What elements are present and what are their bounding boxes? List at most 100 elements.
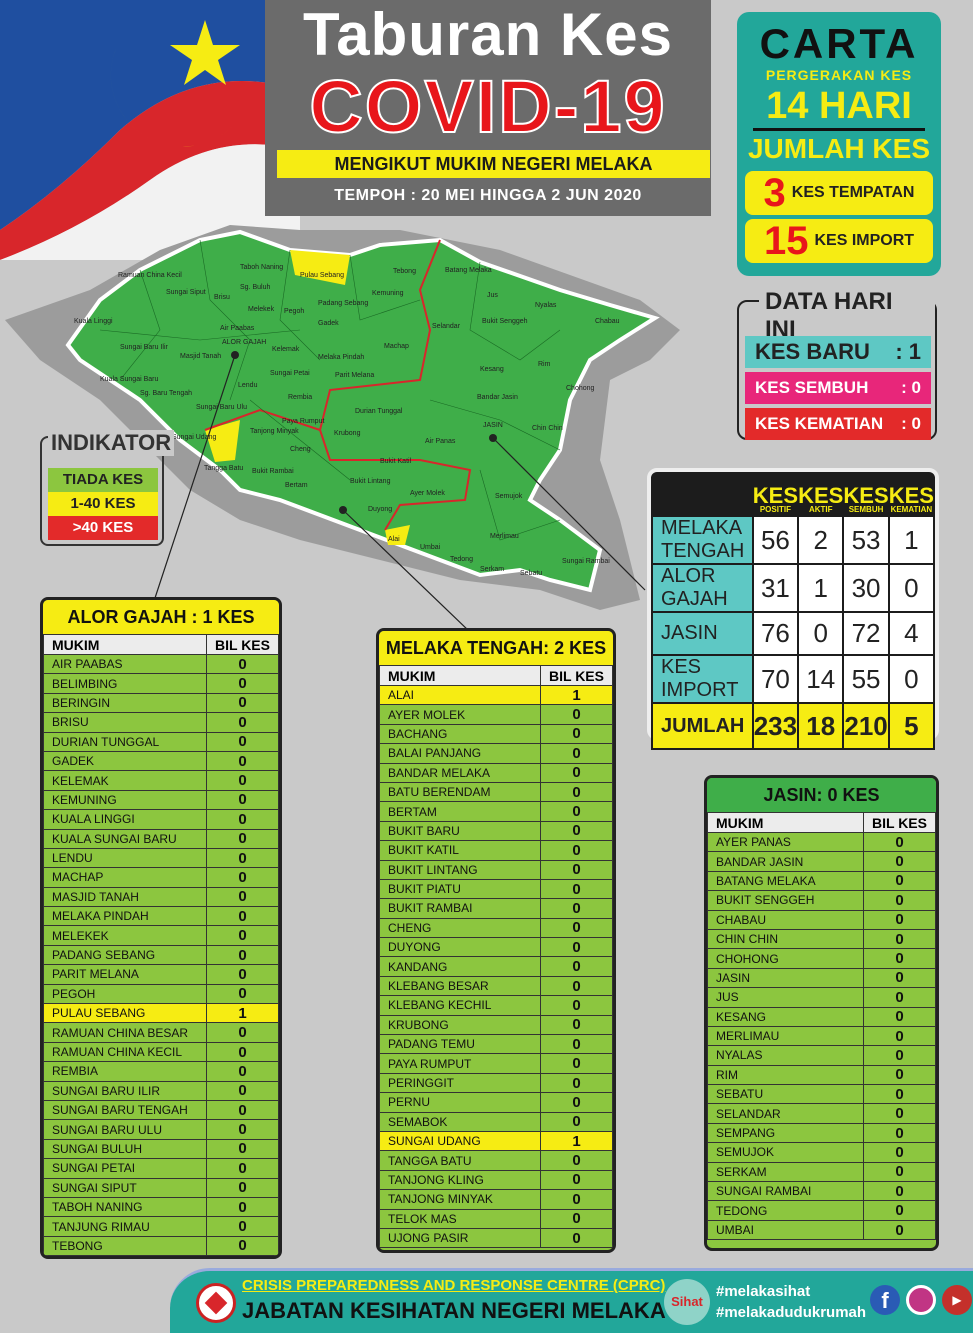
mukim-name: TANJONG KLING [379,1169,541,1191]
mukim-name: SEMUJOK [707,1142,864,1163]
jasin-table: JASIN: 0 KES MUKIM BIL KES AYER PANAS 0 BANDA… [704,775,939,1251]
map-label: Selandar [432,323,461,330]
map-label: Tangga Batu [204,465,244,472]
today-value: : 1 [895,339,921,364]
mukim-row: MELEKEK 0 [43,925,279,946]
mukim-row: TANGGA BATU 0 [379,1150,613,1171]
map-label: Kemuning [372,290,404,297]
indicator-title: INDIKATOR [48,430,175,456]
mukim-row: SEBATU 0 [707,1084,936,1105]
map-label: Pulau Sebang [300,272,344,279]
mukim-cases: 0 [206,770,279,791]
mukim-name: KUALA SUNGAI BARU [43,828,207,849]
today-row-new: KES BARU: 1 [745,336,931,368]
map-label: Umbai [420,544,441,551]
mukim-cases: 0 [206,983,279,1005]
mukim-name: PARIT MELANA [43,964,207,985]
mukim-cases: 0 [206,1216,279,1237]
mukim-row: BALAI PANJANG 0 [379,743,613,764]
mukim-row: BUKIT BARU 0 [379,820,613,842]
mukim-row: TANJUNG RIMAU 0 [43,1216,279,1237]
mukim-cases: 0 [206,1158,279,1179]
summary-value: 2 [797,515,845,565]
mukim-row: TANJONG KLING 0 [379,1169,613,1191]
mukim-row: PADANG TEMU 0 [379,1034,613,1055]
mukim-row: SUNGAI PETAI 0 [43,1158,279,1179]
mukim-name: MELEKEK [43,925,207,946]
summary-row: KES IMPORT 70 14 55 0 [651,654,936,704]
mukim-row: KESANG 0 [707,1006,936,1027]
mukim-cases: 0 [206,828,279,849]
map-label: Kelemak [272,346,300,353]
mukim-cases: 0 [863,870,936,892]
mukim-name: TANJUNG RIMAU [43,1216,207,1237]
mukim-row: PAYA RUMPUT 0 [379,1053,613,1074]
youtube-icon[interactable]: ▶ [942,1285,972,1315]
today-row-deaths: KES KEMATIAN: 0 [745,408,931,440]
map-label: Air Paabas [220,325,255,332]
mukim-cases: 0 [863,1200,936,1221]
map-label: Merlimau [490,533,519,540]
mukim-name: DUYONG [379,937,541,958]
mukim-name: BUKIT SENGGEH [707,890,864,911]
mukim-name: MASJID TANAH [43,886,207,908]
mukim-cases: 0 [540,1053,613,1074]
facebook-icon[interactable]: f [870,1285,900,1315]
mukim-row: PARIT MELANA 0 [43,964,279,985]
col-mukim: MUKIM [43,634,207,655]
mukim-name: KRUBONG [379,1014,541,1036]
mukim-name: BUKIT BARU [379,820,541,842]
mukim-name: BATANG MELAKA [707,870,864,892]
mukim-cases: 0 [206,673,279,694]
mukim-name: BELIMBING [43,673,207,694]
mukim-cases: 0 [540,975,613,997]
mukim-cases: 0 [540,781,613,803]
import-count: 15 [763,218,809,263]
mukim-name: SUNGAI UDANG [379,1130,541,1152]
mukim-name: BUKIT KATIL [379,840,541,861]
mukim-cases: 0 [206,809,279,830]
mukim-cases: 0 [206,1138,279,1160]
mukim-name: MELAKA PINDAH [43,906,207,927]
mukim-cases: 0 [540,995,613,1016]
mukim-name: BUKIT PIATU [379,878,541,900]
summary-value: 1 [797,563,845,613]
melaka-flag-graphic [0,0,300,260]
mukim-name: LENDU [43,847,207,869]
mukim-row: AYER MOLEK 0 [379,704,613,725]
mukim-name: MERLIMAU [707,1025,864,1047]
mukim-name: JASIN [707,967,864,989]
mukim-cases: 0 [863,1142,936,1163]
mukim-name: RIM [707,1064,864,1086]
summary-value: 0 [797,611,845,656]
map-label: Chin Chin [532,425,563,432]
local-count: 3 [763,170,786,215]
mukim-name: RAMUAN CHINA BESAR [43,1022,207,1043]
summary-value: 14 [797,654,845,704]
summary-value: 0 [887,654,936,704]
mukim-row: SEMABOK 0 [379,1111,613,1132]
mukim-cases: 0 [206,750,279,772]
map-label: Ayer Molek [410,490,445,497]
mukim-row: PULAU SEBANG 1 [43,1003,279,1024]
mukim-cases: 0 [540,801,613,822]
mukim-cases: 0 [540,1034,613,1055]
mukim-name: TABOH NANING [43,1196,207,1218]
mukim-row: RIM 0 [707,1064,936,1086]
mukim-row: KRUBONG 0 [379,1014,613,1036]
mukim-row: KUALA SUNGAI BARU 0 [43,828,279,849]
mukim-row: BUKIT SENGGEH 0 [707,890,936,911]
mukim-row: SELANDAR 0 [707,1103,936,1124]
mukim-cases: 0 [540,937,613,958]
mukim-name: TANJONG MINYAK [379,1189,541,1210]
mukim-row: UMBAI 0 [707,1219,936,1241]
map-label: Cheng [290,446,311,453]
carta-total-label: JUMLAH KES [747,133,930,164]
mukim-name: BATU BERENDAM [379,781,541,803]
mukim-cases: 0 [863,1064,936,1086]
mukim-name: JUS [707,987,864,1008]
summary-value: 72 [842,611,890,656]
map-label: Bertam [285,482,308,489]
instagram-icon[interactable] [906,1285,936,1315]
mukim-cases: 0 [540,743,613,764]
